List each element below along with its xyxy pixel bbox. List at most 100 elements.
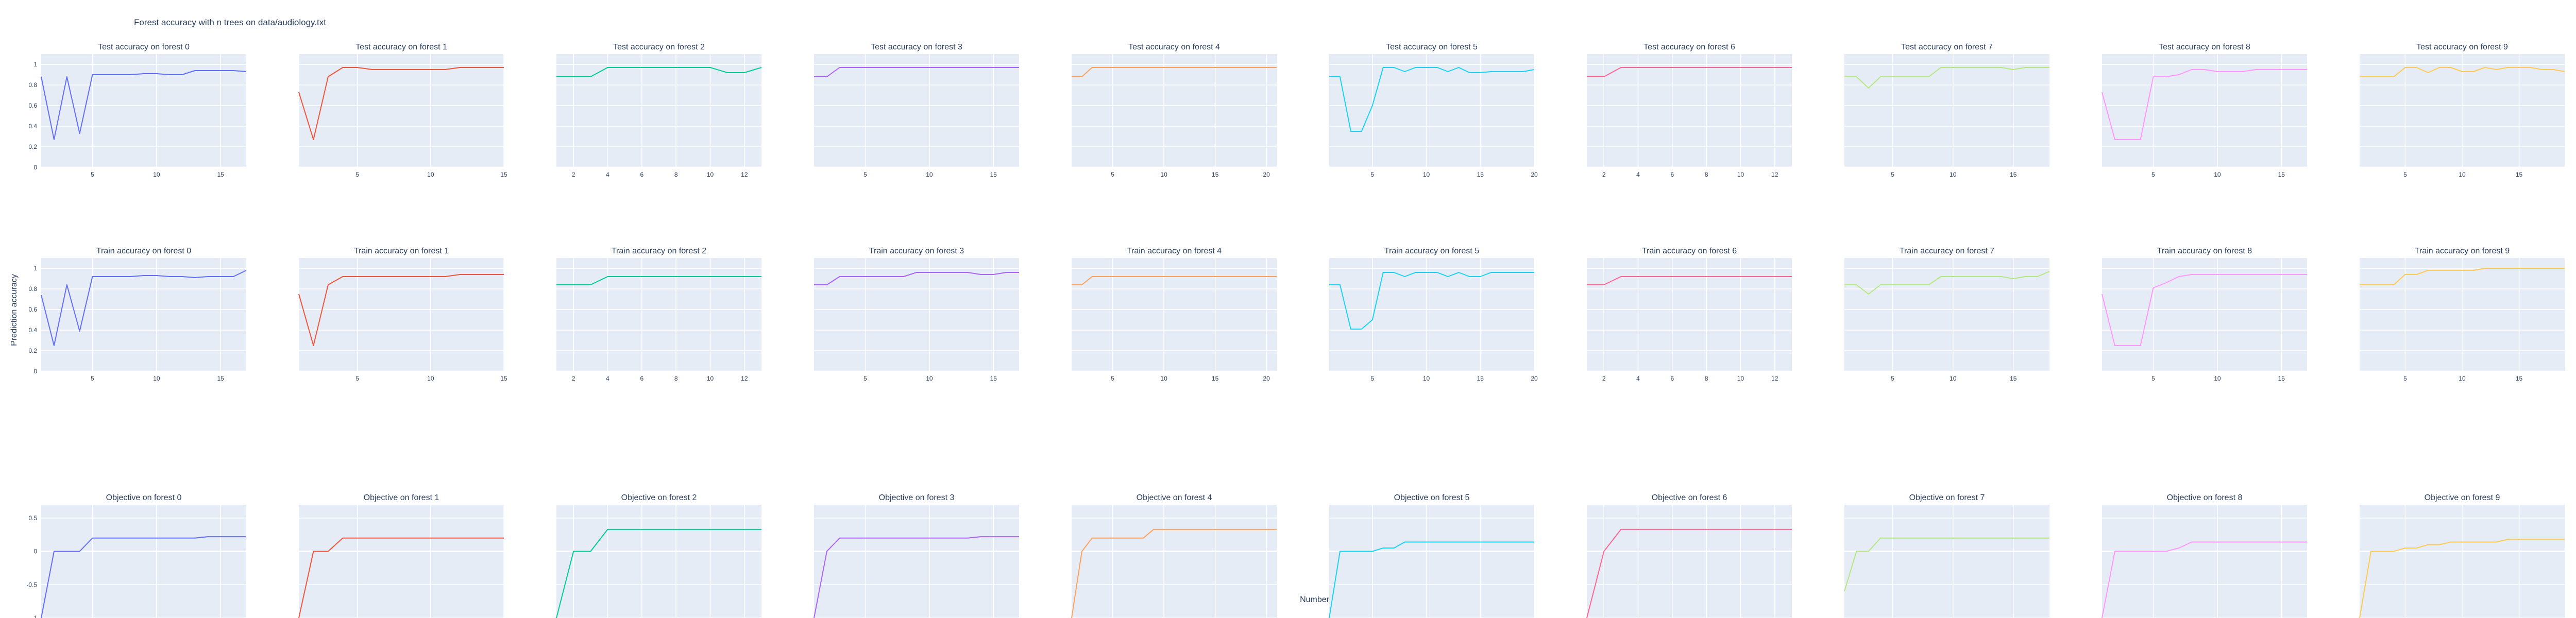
- x-tick-label: 15: [2516, 375, 2523, 382]
- x-tick-label: 6: [640, 375, 643, 382]
- plot-area: [556, 258, 761, 371]
- x-tick-label: 15: [217, 171, 225, 178]
- x-tick-label: 15: [2010, 375, 2017, 382]
- x-tick-label: 4: [1636, 171, 1640, 178]
- y-tick-label: 0.2: [28, 347, 37, 354]
- series-line: [1329, 272, 1534, 330]
- series-line: [1844, 271, 2050, 295]
- subplot-title: Train accuracy on forest 1: [354, 247, 449, 255]
- x-tick-label: 10: [1950, 171, 1957, 178]
- plot-area: [2102, 505, 2307, 618]
- x-tick-label: 4: [606, 375, 609, 382]
- subplot-title: Test accuracy on forest 1: [355, 43, 447, 52]
- x-tick-label: 10: [427, 171, 434, 178]
- series-line: [556, 67, 762, 77]
- x-tick-label: 5: [2403, 375, 2407, 382]
- subplot-title: Train accuracy on forest 7: [1900, 247, 1994, 255]
- subplot-title: Train accuracy on forest 2: [612, 247, 706, 255]
- subplot-title: Objective on forest 2: [621, 493, 697, 502]
- subplot-title: Test accuracy on forest 4: [1128, 43, 1220, 52]
- series-line: [1587, 276, 1792, 285]
- x-tick-label: 6: [1670, 375, 1674, 382]
- x-tick-label: 10: [1950, 375, 1957, 382]
- x-tick-label: 15: [217, 375, 225, 382]
- x-tick-label: 15: [2278, 375, 2285, 382]
- subplot-test-7: 5 10 15 Test accuracy on forest 7: [1844, 43, 2049, 178]
- subplot-objective-8: 51015Objective on forest 8: [2102, 493, 2307, 618]
- series-line: [1072, 67, 1277, 77]
- series-line: [2360, 67, 2565, 77]
- subplot-test-0: 5 10 15 0 0.2 0.4 0.6 0.8 1 Test accuracy on fore…: [28, 43, 247, 178]
- subplot-title: Objective on forest 9: [2425, 493, 2500, 502]
- series-line: [1329, 541, 1534, 618]
- subplot-title: Test accuracy on forest 6: [1643, 43, 1735, 52]
- subplot-title: Objective on forest 0: [106, 493, 182, 502]
- subplot-test-9: 5 10 15 Test accuracy on forest 9: [2360, 43, 2565, 178]
- series-line: [298, 537, 504, 618]
- series-line: [1844, 67, 2049, 89]
- y-tick-label: -0.5: [26, 581, 37, 588]
- series-line: [556, 276, 761, 285]
- x-tick-label: 4: [1636, 375, 1640, 382]
- subplot-objective-3: 51015Objective on forest 3: [814, 493, 1019, 618]
- subplot-title: Test accuracy on forest 5: [1386, 43, 1478, 52]
- y-tick-label: 1: [33, 61, 37, 68]
- series-line: [41, 270, 247, 346]
- y-tick-label: 1: [33, 265, 37, 272]
- y-tick-label: 0.5: [28, 514, 37, 522]
- x-tick-label: 5: [2151, 375, 2155, 382]
- subplot-objective-9: 51015Objective on forest 9: [2359, 493, 2565, 618]
- y-tick-label: -1: [31, 614, 37, 618]
- x-tick-label: 10: [1423, 171, 1430, 178]
- plot-area: [1587, 258, 1792, 371]
- series-line: [1071, 528, 1277, 618]
- x-tick-label: 5: [1891, 171, 1894, 178]
- x-tick-label: 15: [2010, 171, 2017, 178]
- x-tick-label: 15: [2278, 171, 2285, 178]
- plot-area: [1072, 54, 1277, 167]
- subplot-title: Train accuracy on forest 9: [2415, 247, 2510, 255]
- series-line: [1072, 276, 1277, 285]
- x-tick-label: 10: [2459, 375, 2466, 382]
- x-tick-label: 20: [1263, 375, 1270, 382]
- x-tick-label: 2: [572, 171, 575, 178]
- subplot-train-0: 5 10 15 0 0.2 0.4 0.6 0.8 1 Train accuracy on for…: [28, 247, 247, 382]
- series-line: [1587, 67, 1792, 77]
- x-tick-label: 15: [500, 171, 507, 178]
- plot-area: [2102, 54, 2307, 167]
- subplot-test-3: 5 10 15 Test accuracy on forest 3: [814, 43, 1019, 178]
- x-tick-label: 5: [91, 171, 94, 178]
- subplot-train-1: 5 10 15 Train accuracy on forest 1: [298, 247, 507, 382]
- plot-area: [41, 505, 246, 618]
- y-tick-label: 0: [33, 164, 37, 171]
- y-tick-label: 0: [33, 548, 37, 555]
- subplot-title: Objective on forest 6: [1652, 493, 1727, 502]
- x-tick-label: 15: [2516, 171, 2523, 178]
- subplot-title: Test accuracy on forest 7: [1901, 43, 1993, 52]
- y-tick-label: 0.8: [28, 81, 37, 89]
- subplot-title: Objective on forest 4: [1137, 493, 1212, 502]
- y-tick-label: 0.8: [28, 285, 37, 293]
- x-tick-label: 5: [863, 171, 867, 178]
- series-line: [814, 272, 1019, 285]
- x-tick-label: 10: [707, 171, 714, 178]
- series-line: [1844, 537, 2049, 592]
- subplot-title: Train accuracy on forest 4: [1127, 247, 1222, 255]
- subplot-train-4: 5 10 15 20 Train accuracy on forest 4: [1072, 247, 1277, 382]
- subplot-title: Test accuracy on forest 9: [2416, 43, 2508, 52]
- series-line: [1329, 67, 1535, 132]
- subplot-title: Test accuracy on forest 8: [2159, 43, 2250, 52]
- x-tick-label: 15: [1477, 375, 1484, 382]
- series-line: [2102, 274, 2307, 346]
- subplot-title: Objective on forest 1: [364, 493, 439, 502]
- subplot-objective-1: 51015Objective on forest 1: [298, 493, 504, 618]
- x-tick-label: 5: [1111, 375, 1114, 382]
- subplot-title: Train accuracy on forest 5: [1384, 247, 1479, 255]
- plot-area: [814, 505, 1019, 618]
- x-tick-label: 20: [1531, 171, 1538, 178]
- y-tick-label: 0.2: [28, 143, 37, 150]
- subplot-test-5: 5 10 15 20 Test accuracy on forest 5: [1329, 43, 1538, 178]
- x-tick-label: 5: [2403, 171, 2407, 178]
- subplot-title: Test accuracy on forest 3: [871, 43, 962, 52]
- x-tick-label: 10: [1423, 375, 1430, 382]
